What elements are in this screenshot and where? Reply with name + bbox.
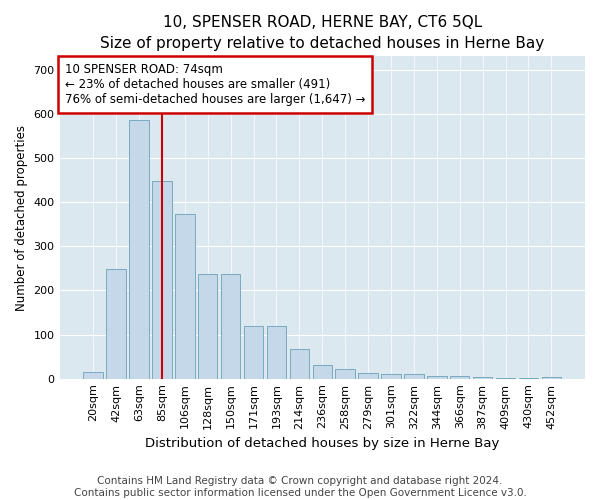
Bar bbox=[427, 376, 446, 378]
Bar bbox=[221, 274, 241, 378]
Bar bbox=[542, 377, 561, 378]
Bar bbox=[335, 369, 355, 378]
Bar bbox=[244, 326, 263, 378]
X-axis label: Distribution of detached houses by size in Herne Bay: Distribution of detached houses by size … bbox=[145, 437, 499, 450]
Bar bbox=[129, 120, 149, 378]
Bar bbox=[381, 374, 401, 378]
Bar bbox=[404, 374, 424, 378]
Title: 10, SPENSER ROAD, HERNE BAY, CT6 5QL
Size of property relative to detached house: 10, SPENSER ROAD, HERNE BAY, CT6 5QL Siz… bbox=[100, 15, 544, 51]
Bar bbox=[175, 214, 194, 378]
Bar bbox=[198, 274, 217, 378]
Text: 10 SPENSER ROAD: 74sqm
← 23% of detached houses are smaller (491)
76% of semi-de: 10 SPENSER ROAD: 74sqm ← 23% of detached… bbox=[65, 63, 365, 106]
Bar bbox=[450, 376, 469, 378]
Y-axis label: Number of detached properties: Number of detached properties bbox=[15, 124, 28, 310]
Bar bbox=[152, 181, 172, 378]
Bar bbox=[290, 349, 309, 378]
Bar bbox=[313, 366, 332, 378]
Bar bbox=[358, 374, 378, 378]
Bar bbox=[267, 326, 286, 378]
Text: Contains HM Land Registry data © Crown copyright and database right 2024.
Contai: Contains HM Land Registry data © Crown c… bbox=[74, 476, 526, 498]
Bar bbox=[83, 372, 103, 378]
Bar bbox=[106, 269, 126, 378]
